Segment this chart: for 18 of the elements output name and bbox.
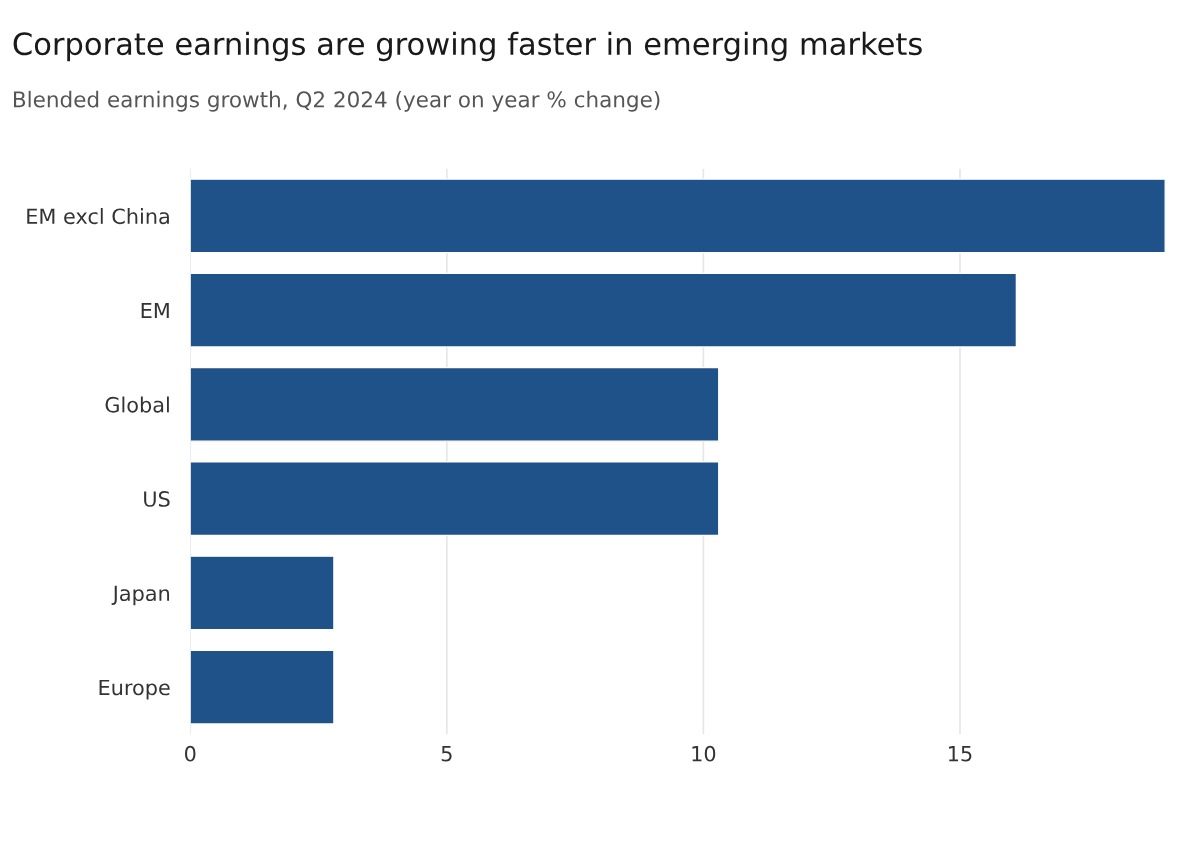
bar <box>190 178 1166 254</box>
y-tick-label: US <box>144 491 170 507</box>
chart-title: Corporate earnings are growing faster in emerging markets <box>13 31 922 62</box>
bar <box>190 366 720 442</box>
x-tick-label: 15 <box>948 746 972 762</box>
y-tick-label: Europe <box>99 679 170 700</box>
bar <box>190 461 720 537</box>
x-tick-label: 10 <box>692 745 716 762</box>
chart-subtitle: Blended earnings growth, Q2 2024 (year on year % change) <box>14 90 660 112</box>
bar <box>190 272 1018 348</box>
y-tick-label: EM <box>141 302 169 319</box>
y-tick-label: Global <box>105 396 169 413</box>
bar <box>190 555 335 631</box>
x-tick-label: 0 <box>184 745 196 762</box>
bar <box>190 649 335 725</box>
y-tick-label: Japan <box>111 585 170 606</box>
y-tick-label: EM excl China <box>27 208 169 225</box>
x-tick-label: 5 <box>441 746 452 762</box>
